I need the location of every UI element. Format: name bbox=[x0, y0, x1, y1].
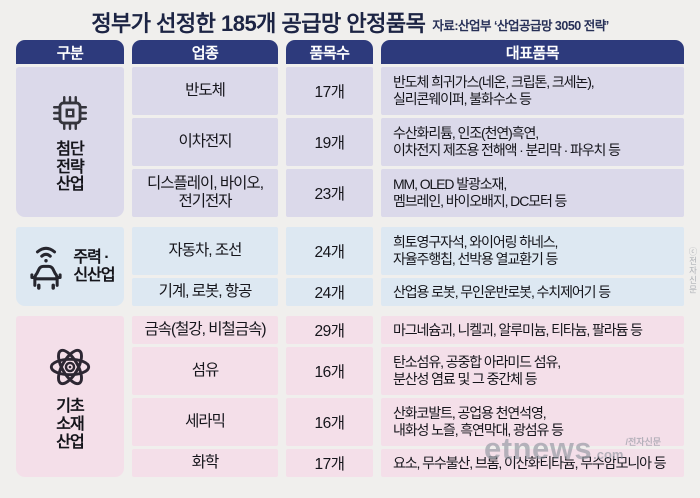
items-cell: 반도체 희귀가스(네온, 크립톤, 크세논), 실리콘웨이퍼, 불화수소 등 bbox=[381, 67, 684, 115]
group-label: 주력 · 신산업 bbox=[73, 248, 115, 284]
industry-cell: 세라믹 bbox=[132, 398, 278, 446]
table-row: 섬유 16개 탄소섬유, 공중합 아라미드 섬유, 분산성 염료 및 그 중간체… bbox=[132, 347, 684, 395]
source-note: 자료:산업부 ‘산업공급망 3050 전략’ bbox=[432, 19, 609, 33]
table-header-row: 구분 업종 품목수 대표품목 bbox=[16, 40, 684, 64]
items-cell: 산업용 로봇, 무인운반로봇, 수치제어기 등 bbox=[381, 278, 684, 306]
items-cell: 마그네슘괴, 니켈괴, 알루미늄, 티타늄, 팔라듐 등 bbox=[381, 316, 684, 344]
header-count: 품목수 bbox=[286, 40, 373, 64]
group-label-cell: 첨단 전략 산업 bbox=[16, 67, 124, 217]
table-row: 기계, 로봇, 항공 24개 산업용 로봇, 무인운반로봇, 수치제어기 등 bbox=[132, 278, 684, 306]
group-label: 첨단 전략 산업 bbox=[56, 140, 84, 194]
connected-car-icon bbox=[25, 241, 67, 293]
page-title: 정부가 선정한 185개 공급망 안정품목 bbox=[91, 10, 426, 36]
table-row: 디스플레이, 바이오, 전기전자 23개 MM, OLED 발광소재, 멤브레인… bbox=[132, 169, 684, 217]
industry-cell: 디스플레이, 바이오, 전기전자 bbox=[132, 169, 278, 217]
industry-cell: 반도체 bbox=[132, 67, 278, 115]
header-industry: 업종 bbox=[132, 40, 278, 64]
industry-cell: 기계, 로봇, 항공 bbox=[132, 278, 278, 306]
industry-cell: 화학 bbox=[132, 449, 278, 477]
items-cell: 탄소섬유, 공중합 아라미드 섬유, 분산성 염료 및 그 중간체 등 bbox=[381, 347, 684, 395]
industry-cell: 자동차, 조선 bbox=[132, 227, 278, 275]
group-basic-materials: 기초 소재 산업 금속(철강, 비철금속) 29개 마그네슘괴, 니켈괴, 알루… bbox=[16, 316, 684, 477]
table-row: 세라믹 16개 산화코발트, 공업용 천연석영, 내화성 노즐, 흑연막대, 광… bbox=[132, 398, 684, 446]
title-bar: 정부가 선정한 185개 공급망 안정품목 자료:산업부 ‘산업공급망 3050… bbox=[8, 9, 692, 36]
industry-cell: 금속(철강, 비철금속) bbox=[132, 316, 278, 344]
count-cell: 16개 bbox=[286, 347, 373, 395]
count-cell: 17개 bbox=[286, 67, 373, 115]
chip-icon bbox=[47, 90, 93, 136]
table-row: 금속(철강, 비철금속) 29개 마그네슘괴, 니켈괴, 알루미늄, 티타늄, … bbox=[132, 316, 684, 344]
header-items: 대표품목 bbox=[381, 40, 684, 64]
table-row: 화학 17개 요소, 무수불산, 브롬, 이산화티타늄, 무수암모니아 등 bbox=[132, 449, 684, 477]
infographic-page: { "title": "정부가 선정한 185개 공급망 안정품목", "sou… bbox=[0, 9, 700, 498]
industry-cell: 섬유 bbox=[132, 347, 278, 395]
header-category: 구분 bbox=[16, 40, 124, 64]
items-cell: 희토영구자석, 와이어링 하네스, 자율주행칩, 선박용 열교환기 등 bbox=[381, 227, 684, 275]
group-main-new: 주력 · 신산업 자동차, 조선 24개 희토영구자석, 와이어링 하네스, 자… bbox=[16, 227, 684, 306]
items-cell: 산화코발트, 공업용 천연석영, 내화성 노즐, 흑연막대, 광섬유 등 bbox=[381, 398, 684, 446]
count-cell: 24개 bbox=[286, 278, 373, 306]
table-row: 이차전지 19개 수산화리튬, 인조(천연)흑연, 이차전지 제조용 전해액 ·… bbox=[132, 118, 684, 166]
group-label-cell: 기초 소재 산업 bbox=[16, 316, 124, 477]
copyright-side-watermark: ⓒ전자신문 bbox=[688, 247, 698, 295]
count-cell: 29개 bbox=[286, 316, 373, 344]
items-cell: MM, OLED 발광소재, 멤브레인, 바이오배지, DC모터 등 bbox=[381, 169, 684, 217]
industry-cell: 이차전지 bbox=[132, 118, 278, 166]
count-cell: 17개 bbox=[286, 449, 373, 477]
group-label-cell: 주력 · 신산업 bbox=[16, 227, 124, 306]
count-cell: 24개 bbox=[286, 227, 373, 275]
items-cell: 요소, 무수불산, 브롬, 이산화티타늄, 무수암모니아 등 bbox=[381, 449, 684, 477]
group-advanced-strategic: 첨단 전략 산업 반도체 17개 반도체 희귀가스(네온, 크립톤, 크세논),… bbox=[16, 67, 684, 217]
table-row: 반도체 17개 반도체 희귀가스(네온, 크립톤, 크세논), 실리콘웨이퍼, … bbox=[132, 67, 684, 115]
atom-icon bbox=[44, 341, 96, 393]
count-cell: 16개 bbox=[286, 398, 373, 446]
count-cell: 23개 bbox=[286, 169, 373, 217]
table-row: 자동차, 조선 24개 희토영구자석, 와이어링 하네스, 자율주행칩, 선박용… bbox=[132, 227, 684, 275]
supply-chain-table: 구분 업종 품목수 대표품목 첨단 전략 산업 bbox=[16, 40, 684, 477]
items-cell: 수산화리튬, 인조(천연)흑연, 이차전지 제조용 전해액 · 분리막 · 파우… bbox=[381, 118, 684, 166]
group-label: 기초 소재 산업 bbox=[56, 398, 84, 451]
count-cell: 19개 bbox=[286, 118, 373, 166]
